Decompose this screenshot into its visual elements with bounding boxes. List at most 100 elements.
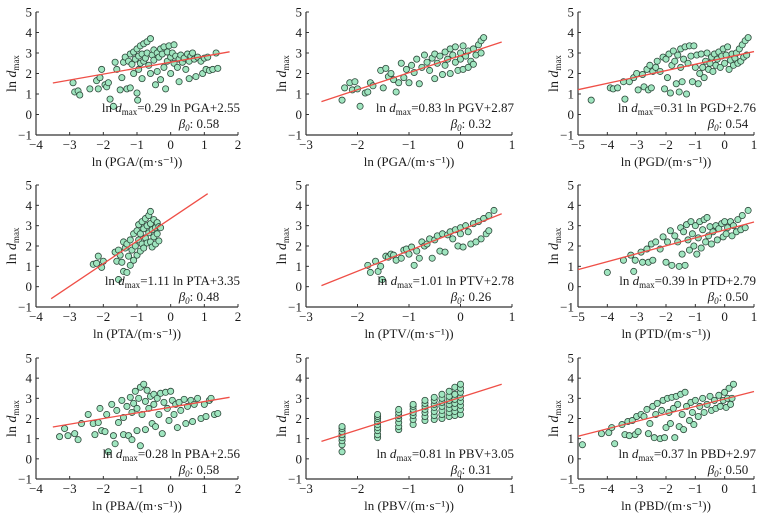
x-tick-label: −3	[63, 481, 77, 496]
data-point	[703, 49, 711, 57]
data-point	[691, 396, 699, 404]
data-point	[688, 78, 696, 86]
data-point	[387, 70, 395, 78]
y-tick-label: 1	[26, 431, 33, 446]
data-point	[713, 236, 721, 244]
data-point	[431, 75, 439, 83]
panel-pgd: −1 0 1 2 3 4 5 −5 −4 −3 −2 −1 0 1 ln (PGD/(m·s⁻¹)) ln d…	[547, 5, 757, 170]
x-tick-label: 0	[167, 137, 174, 152]
data-point	[130, 256, 138, 264]
data-point	[173, 424, 181, 432]
data-point	[691, 222, 699, 230]
y-tick-label: 0	[26, 279, 33, 294]
data-point	[663, 238, 671, 246]
data-point	[694, 412, 702, 420]
data-point	[738, 211, 746, 219]
data-point	[709, 67, 717, 75]
data-point	[111, 440, 119, 448]
x-tick-label: −4	[29, 309, 43, 324]
data-point	[438, 71, 446, 79]
x-tick-label: 0	[721, 309, 728, 324]
y-axis-label: ln dmax	[547, 227, 563, 264]
data-point	[611, 440, 619, 448]
fit-equation: ln dmax=1.11 ln PTA+3.35	[105, 273, 240, 290]
y-tick-label: 0	[296, 279, 303, 294]
data-point	[128, 436, 136, 444]
data-point	[666, 89, 674, 97]
data-point	[459, 42, 467, 50]
panel-pba: −1 0 1 2 3 4 5 −4 −3 −2 −1 0 1 2 ln (PBA/(m·s⁻¹)) ln dm…	[5, 351, 241, 514]
data-point	[141, 397, 149, 405]
data-point	[578, 441, 586, 449]
x-tick-label: −3	[630, 309, 644, 324]
data-point	[118, 258, 126, 266]
data-point	[214, 64, 222, 72]
data-point	[436, 52, 444, 60]
data-point	[123, 402, 131, 410]
data-point	[395, 405, 403, 413]
x-tick-label: 0	[457, 309, 464, 324]
data-point	[93, 259, 101, 267]
data-point	[675, 262, 683, 270]
data-point	[630, 267, 638, 275]
data-point	[131, 387, 139, 395]
data-point	[214, 409, 222, 417]
data-point	[459, 243, 467, 251]
x-tick-label: 2	[235, 481, 242, 496]
data-point	[392, 88, 400, 96]
data-point	[96, 404, 104, 412]
data-point	[685, 417, 693, 425]
data-point	[685, 246, 693, 254]
data-point	[98, 65, 106, 73]
data-point	[729, 380, 737, 388]
x-tick-label: −3	[299, 309, 313, 324]
data-point	[136, 230, 144, 238]
data-point	[410, 261, 418, 269]
data-point	[688, 230, 696, 238]
panel-ptv: −1 0 1 2 3 4 5 −3 −2 −1 0 1 ln (PTV/(m·s⁻¹)) ln dmax l…	[275, 178, 515, 342]
data-point	[118, 396, 126, 404]
y-tick-label: 5	[26, 178, 33, 193]
y-tick-label: 1	[26, 87, 33, 102]
data-point	[681, 261, 689, 269]
data-point	[152, 81, 160, 89]
data-point	[662, 424, 670, 432]
fit-equation: ln dmax=0.29 ln PGA+2.55	[102, 100, 240, 117]
panel-pgv: −1 0 1 2 3 4 5 −3 −2 −1 0 1 ln (PGA/(m·s⁻¹)) ln dmax l…	[275, 5, 515, 170]
data-point	[639, 258, 647, 266]
data-point	[126, 236, 134, 244]
data-point	[194, 394, 202, 402]
y-tick-label: 3	[296, 391, 303, 406]
data-point	[693, 250, 701, 258]
x-tick-label: 1	[509, 309, 516, 324]
y-tick-label: 3	[568, 46, 575, 61]
data-point	[690, 421, 698, 429]
x-tick-label: −2	[659, 309, 673, 324]
data-point	[480, 34, 488, 42]
x-axis-label: ln (PBV/(m·s⁻¹))	[364, 498, 454, 513]
x-tick-label: −3	[299, 481, 313, 496]
fit-equation: ln dmax=0.28 ln PBA+2.56	[103, 446, 241, 463]
data-point	[114, 419, 122, 427]
beta-label: β0: 0.50	[707, 289, 749, 306]
y-tick-label: 4	[26, 198, 33, 213]
x-axis-label: ln (PTA/(m·s⁻¹))	[93, 326, 181, 341]
data-point	[671, 434, 679, 442]
x-tick-label: 0	[167, 309, 174, 324]
data-point	[605, 429, 613, 437]
y-tick-label: 1	[296, 87, 303, 102]
data-point	[662, 258, 670, 266]
data-point	[158, 430, 166, 438]
data-point	[104, 448, 112, 456]
x-tick-label: −1	[688, 309, 702, 324]
data-point	[133, 89, 141, 97]
data-point	[167, 387, 175, 395]
data-point	[661, 434, 669, 442]
data-point	[464, 63, 472, 71]
x-tick-label: 1	[751, 481, 758, 496]
y-tick-label: 2	[568, 66, 575, 81]
data-point	[126, 261, 134, 269]
y-tick-label: −1	[18, 128, 32, 143]
x-tick-label: −5	[571, 309, 585, 324]
data-point	[706, 392, 714, 400]
